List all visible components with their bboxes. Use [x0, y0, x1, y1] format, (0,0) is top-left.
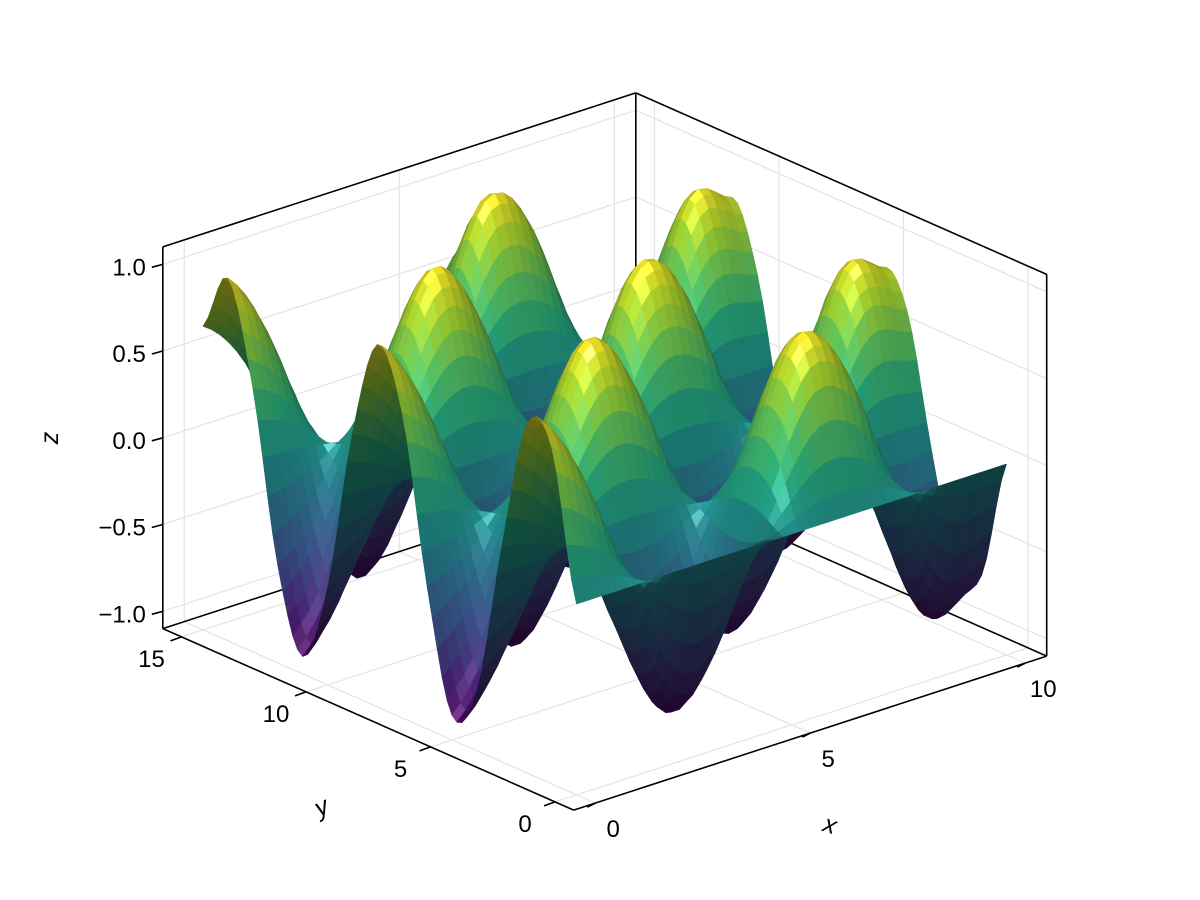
- z-tick-mark: [151, 350, 164, 355]
- x-tick-label: 0: [607, 816, 620, 843]
- y-axis-line: [162, 627, 575, 811]
- z-tick-label: 1.0: [112, 254, 145, 281]
- y-tick-label: 0: [518, 811, 531, 838]
- surface: [202, 188, 1007, 723]
- z-tick-mark: [151, 523, 164, 529]
- y-axis-title: y: [308, 791, 334, 823]
- x-axis-title: x: [819, 809, 842, 840]
- z-tick-label: −0.5: [98, 515, 145, 542]
- z-tick-label: 0.0: [112, 428, 145, 455]
- grid-line-x-floor: [184, 621, 596, 804]
- z-tick-label: 0.5: [112, 341, 145, 368]
- z-tick-label: −1.0: [98, 601, 145, 628]
- x-tick-mark: [1016, 662, 1026, 668]
- y-tick-label: 10: [263, 701, 290, 728]
- frame-edge: [162, 92, 637, 248]
- y-tick-mark: [294, 691, 307, 697]
- grid-line-z-side: [635, 109, 1047, 293]
- z-tick-mark: [151, 263, 164, 269]
- y-tick-mark: [419, 746, 431, 752]
- y-tick-label: 5: [394, 756, 407, 783]
- frame-edge: [635, 92, 1048, 276]
- y-tick-mark: [543, 801, 556, 807]
- x-tick-mark: [801, 732, 811, 738]
- y-tick-mark: [170, 636, 182, 642]
- y-tick-label: 15: [138, 646, 165, 673]
- axis-ticks: 0 5 10 0 5 10 15 −1.0 −0.5 0.0 0.5 1.0: [98, 246, 1057, 843]
- grid-line-y-floor: [554, 647, 1029, 803]
- z-tick-mark: [151, 437, 164, 442]
- x-tick-label: 5: [822, 746, 835, 773]
- z-tick-mark: [151, 610, 164, 616]
- x-tick-mark: [586, 802, 596, 808]
- z-axis-title: z: [36, 431, 64, 445]
- grid-line-z-back: [162, 109, 636, 265]
- x-tick-label: 10: [1030, 676, 1057, 703]
- surface-patch: [571, 577, 586, 605]
